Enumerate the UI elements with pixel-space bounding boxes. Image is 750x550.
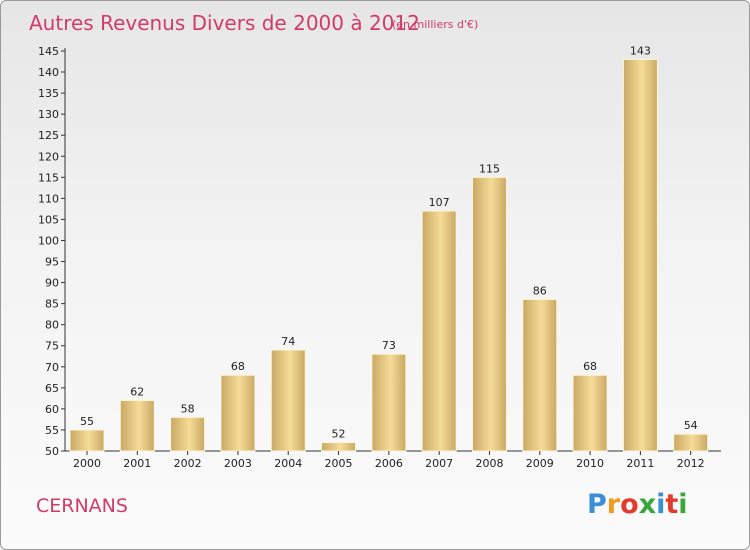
y-tick-label: 100 [38,234,59,247]
bar [371,353,407,452]
y-tick-label: 145 [38,45,59,58]
bar-value-label: 62 [130,385,144,398]
y-tick-label: 85 [45,298,59,311]
y-tick-label: 70 [45,361,59,374]
bar-value-label: 54 [684,419,698,432]
bar [673,433,709,452]
y-tick-label: 95 [45,256,59,269]
y-tick-label: 130 [38,108,59,121]
bar-value-label: 58 [181,402,195,415]
x-tick-label: 2006 [375,457,403,470]
x-tick-label: 2008 [475,457,503,470]
bar-value-label: 74 [281,335,295,348]
x-tick-label: 2001 [123,457,151,470]
bar [69,429,105,452]
y-tick-label: 135 [38,87,59,100]
bar [220,374,256,452]
bar [522,298,558,452]
chart-subtitle: (en milliers d'€) [392,18,479,31]
y-tick-label: 120 [38,150,59,163]
y-tick-label: 125 [38,129,59,142]
x-tick-label: 2007 [425,457,453,470]
brand-letter: x [638,489,657,520]
brand-letter: i [678,489,688,520]
brand-letter: o [620,489,639,520]
brand-letter: t [665,489,679,520]
chart-title: Autres Revenus Divers de 2000 à 2012 [29,11,420,35]
x-tick-label: 2011 [626,457,654,470]
x-tick-label: 2003 [224,457,252,470]
x-tick-label: 2012 [677,457,705,470]
bar [572,374,608,452]
x-tick-label: 2000 [73,457,101,470]
bar [170,416,206,452]
bar-value-label: 55 [80,415,94,428]
bar-value-label: 68 [231,360,245,373]
y-tick-label: 105 [38,213,59,226]
y-tick-label: 115 [38,171,59,184]
y-tick-label: 80 [45,319,59,332]
brand-letter: P [587,489,607,520]
y-tick-label: 60 [45,403,59,416]
bar-value-label: 115 [479,162,500,175]
bar [471,176,507,452]
y-tick-label: 65 [45,382,59,395]
y-tick-label: 50 [45,445,59,458]
bar-value-label: 52 [332,428,346,441]
bar-value-label: 107 [429,196,450,209]
brand-letter: i [656,489,666,520]
proxiti-logo: Proxiti [587,489,688,520]
bar-value-label: 68 [583,360,597,373]
bar [321,442,357,452]
bar [119,399,155,452]
x-tick-label: 2004 [274,457,302,470]
y-tick-label: 90 [45,277,59,290]
y-tick-label: 55 [45,424,59,437]
brand-letter: r [606,489,621,520]
x-tick-label: 2005 [325,457,353,470]
bar-value-label: 86 [533,284,547,297]
bar [421,210,457,452]
bar [622,58,658,452]
bar [270,349,306,452]
x-tick-label: 2010 [576,457,604,470]
y-tick-label: 110 [38,192,59,205]
y-tick-label: 140 [38,66,59,79]
bar-value-label: 143 [630,44,651,57]
x-tick-label: 2009 [526,457,554,470]
x-tick-label: 2002 [174,457,202,470]
bar-value-label: 73 [382,339,396,352]
city-name: CERNANS [36,495,128,517]
y-tick-label: 75 [45,340,59,353]
